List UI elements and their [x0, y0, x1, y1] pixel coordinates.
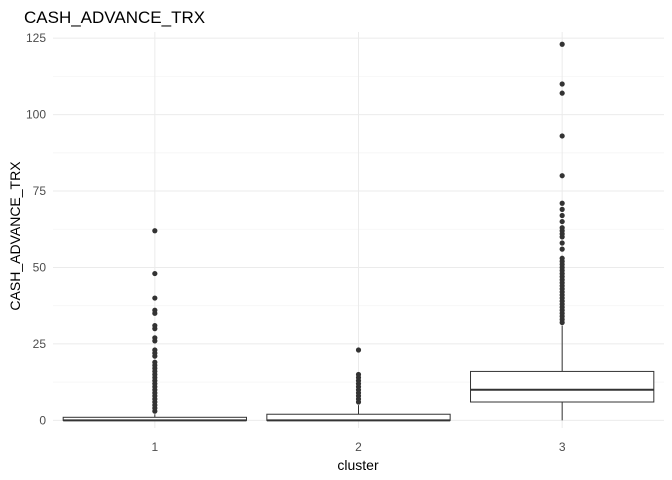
outlier-point — [559, 212, 565, 219]
outlier-point — [559, 218, 565, 225]
outlier-point — [152, 335, 158, 341]
outlier-point — [559, 81, 565, 87]
x-axis-ticks: 1 2 3 — [151, 440, 565, 454]
outlier-point — [152, 307, 158, 313]
y-tick-label: 50 — [33, 260, 47, 274]
x-tick-label: 3 — [559, 440, 566, 454]
outlier-point — [152, 359, 158, 365]
grid — [53, 32, 664, 428]
outlier-point — [559, 225, 565, 231]
outlier-point — [152, 295, 158, 301]
box-group-cluster-2 — [266, 347, 451, 422]
outlier-point — [152, 270, 158, 277]
y-axis-ticks: 0 25 50 75 100 125 — [26, 31, 46, 427]
x-tick-label: 1 — [151, 440, 158, 454]
box-group-cluster-3 — [470, 41, 655, 421]
outlier-point — [355, 347, 362, 353]
outlier-point — [152, 228, 158, 234]
outlier-point — [559, 133, 565, 139]
y-axis-title: CASH_ADVANCE_TRX — [7, 161, 23, 311]
boxes — [62, 41, 655, 422]
outlier-point — [559, 255, 565, 261]
outlier-point — [559, 246, 565, 252]
x-axis-title: cluster — [337, 457, 379, 473]
box — [470, 370, 655, 403]
y-tick-label: 100 — [26, 108, 46, 122]
outlier-point — [559, 240, 565, 246]
y-tick-label: 0 — [39, 413, 46, 427]
outlier-point — [152, 347, 158, 353]
y-tick-label: 75 — [33, 184, 47, 198]
y-tick-label: 125 — [26, 31, 46, 45]
outlier-point — [559, 90, 565, 96]
box-group-cluster-1 — [62, 228, 247, 422]
y-tick-label: 25 — [33, 337, 47, 351]
outlier-point — [559, 200, 565, 206]
outlier-point — [559, 173, 565, 179]
outlier-point — [152, 322, 158, 329]
x-tick-label: 2 — [355, 440, 362, 454]
outlier-point — [559, 206, 565, 212]
outlier-point — [559, 41, 565, 47]
outlier-point — [355, 371, 362, 378]
chart-title: CASH_ADVANCE_TRX — [24, 8, 205, 27]
